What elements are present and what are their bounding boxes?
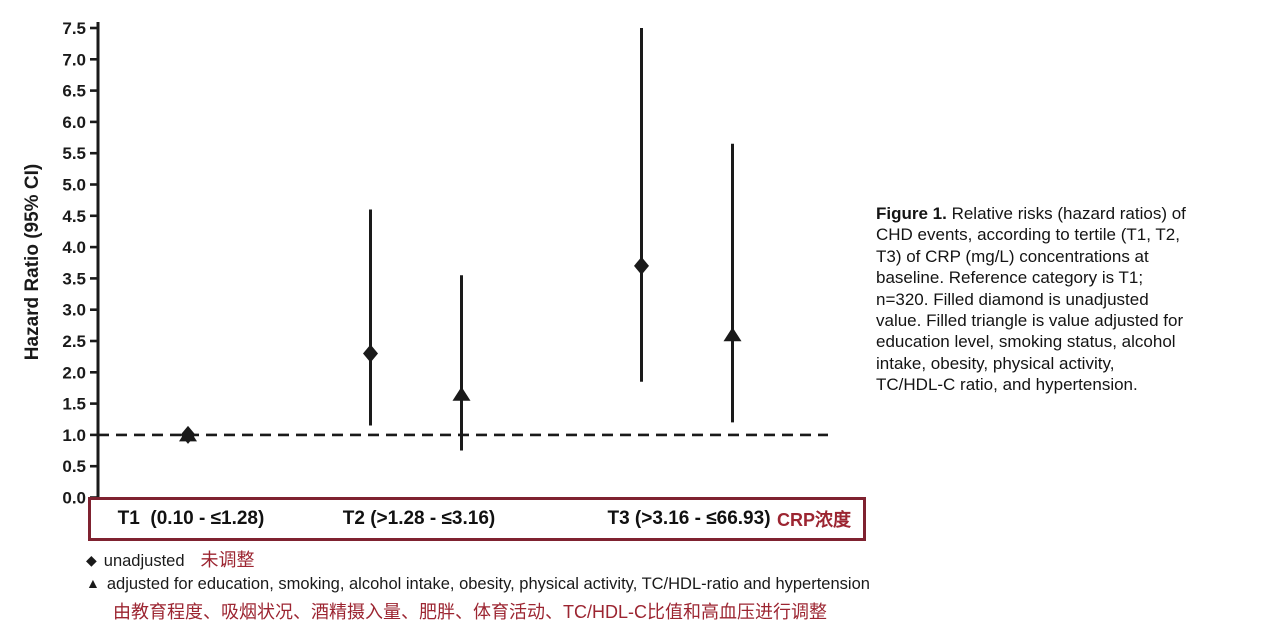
caption-line: T3) of CRP (mg/L) concentrations at [876,246,1149,266]
triangle-icon: ▲ [86,575,100,591]
caption-line: baseline. Reference category is T1; [876,268,1144,288]
crp-tertile-axis-box: T1 (0.10 - ≤1.28) T2 (>1.28 - ≤3.16) T3 … [88,497,866,541]
y-tick-label-0.0: 0.0 [62,489,86,508]
caption-line: TC/HDL-C ratio, and hypertension. [876,375,1138,395]
y-tick-label-7.0: 7.0 [62,50,86,69]
legend-unadjusted-label-zh: 未调整 [200,550,255,570]
y-tick-label-1.0: 1.0 [62,426,86,445]
marker-diamond-unadjusted-T3 [634,256,649,275]
tertile-label-t3: T3 (>3.16 - ≤66.93) [607,508,771,529]
y-tick-label-4.5: 4.5 [62,207,86,226]
y-axis-title: Hazard Ratio (95% CI) [22,164,43,360]
y-tick-label-6.5: 6.5 [62,82,86,101]
y-tick-label-2.5: 2.5 [62,332,86,351]
diamond-icon: ◆ [86,552,97,568]
caption-line: value. Filled triangle is value adjusted… [876,311,1184,331]
y-tick-label-4.0: 4.0 [62,238,86,257]
y-tick-label-0.5: 0.5 [62,457,86,476]
marker-diamond-unadjusted-T2 [363,344,378,363]
crp-concentration-annotation: CRP浓度 [776,510,851,530]
y-tick-label-5.5: 5.5 [62,144,86,163]
y-tick-label-2.0: 2.0 [62,363,86,382]
tertile-label-t2: T2 (>1.28 - ≤3.16) [342,508,496,529]
y-tick-label-5.0: 5.0 [62,176,86,195]
caption-line: education level, smoking status, alcohol [876,332,1176,352]
figure-caption: Figure 1. Relative risks (hazard ratios)… [876,203,1266,396]
caption-line: Figure 1. Relative risks (hazard ratios)… [876,204,1186,223]
caption-line: intake, obesity, physical activity, [876,353,1115,373]
marker-triangle-adjusted-T1 [179,427,197,442]
legend-item-adjusted: ▲ adjusted for education, smoking, alcoho… [86,575,870,594]
y-tick-label-7.5: 7.5 [62,19,86,38]
marker-triangle-adjusted-T3 [723,327,742,342]
caption-figure-label: Figure 1. [876,204,952,223]
legend-adjusted-label-zh: 由教育程度、吸烟状况、酒精摄入量、肥胖、体育活动、TC/HDL-C比值和高血压进… [113,602,827,622]
legend-adjusted-label: adjusted for education, smoking, alcohol… [106,575,870,593]
legend-unadjusted-label: unadjusted [103,552,185,570]
legend-item-unadjusted: ◆ unadjusted 未调整 [86,546,255,572]
caption-line: CHD events, according to tertile (T1, T2… [876,225,1180,245]
tertile-label-t1: T1 (0.10 - ≤1.28) [117,508,265,529]
caption-line: n=320. Filled diamond is unadjusted [876,289,1149,309]
y-tick-label-6.0: 6.0 [62,113,86,132]
y-tick-label-1.5: 1.5 [62,395,86,414]
marker-triangle-adjusted-T2 [452,386,471,401]
y-tick-label-3.5: 3.5 [62,269,86,288]
y-tick-label-3.0: 3.0 [62,301,86,320]
